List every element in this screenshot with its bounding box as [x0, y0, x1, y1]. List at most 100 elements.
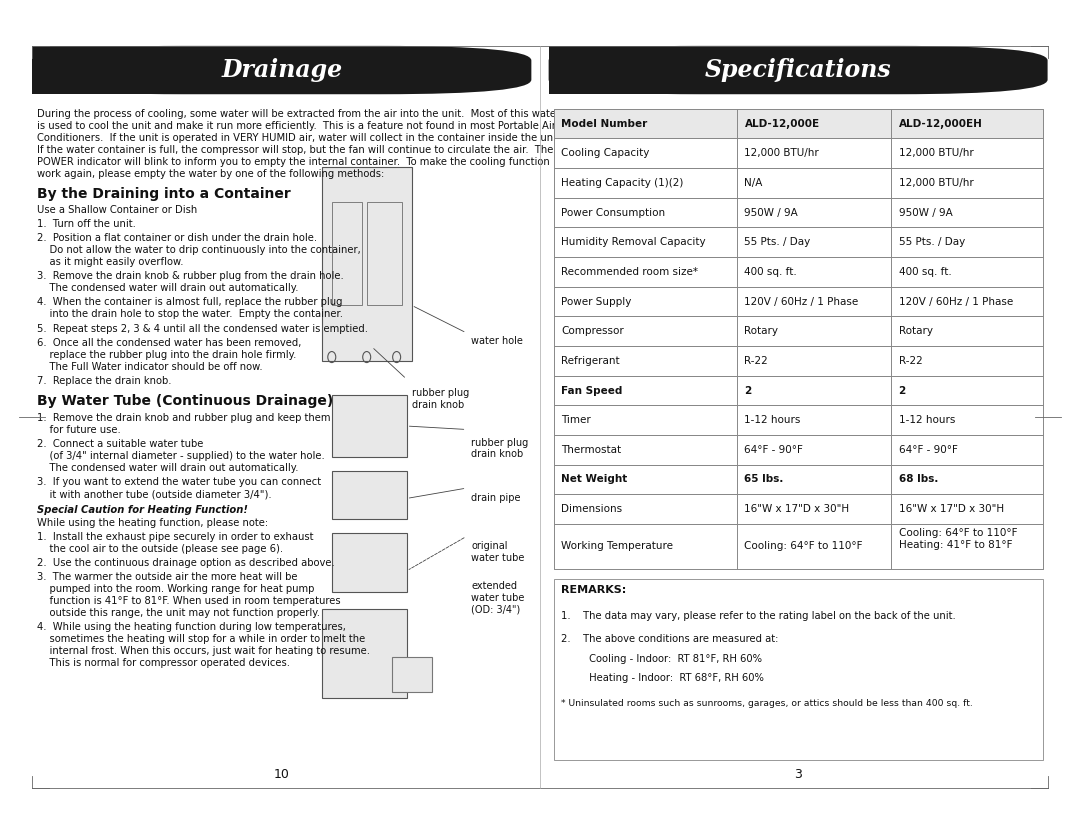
Bar — [891, 524, 1042, 569]
Text: 2.    The above conditions are measured at:: 2. The above conditions are measured at: — [562, 635, 779, 645]
Text: 12,000 BTU/hr: 12,000 BTU/hr — [899, 148, 973, 158]
Text: 1.    The data may vary, please refer to the rating label on the back of the uni: 1. The data may vary, please refer to th… — [562, 610, 956, 620]
Text: By Water Tube (Continuous Drainage): By Water Tube (Continuous Drainage) — [38, 394, 334, 408]
Text: N/A: N/A — [744, 178, 762, 188]
Text: While using the heating function, please note:: While using the heating function, please… — [38, 518, 269, 528]
Text: The condensed water will drain out automatically.: The condensed water will drain out autom… — [38, 463, 299, 473]
Bar — [737, 257, 891, 287]
Text: Compressor: Compressor — [562, 326, 624, 336]
Bar — [891, 138, 1042, 168]
Text: 68 lbs.: 68 lbs. — [899, 475, 937, 485]
Text: water hole: water hole — [472, 336, 524, 346]
Text: 120V / 60Hz / 1 Phase: 120V / 60Hz / 1 Phase — [744, 297, 859, 307]
Text: 5.  Repeat steps 2, 3 & 4 until all the condensed water is emptied.: 5. Repeat steps 2, 3 & 4 until all the c… — [38, 324, 368, 334]
Bar — [737, 405, 891, 435]
Bar — [554, 375, 1042, 405]
Text: 16"W x 17"D x 30"H: 16"W x 17"D x 30"H — [899, 504, 1003, 514]
Text: Cooling - Indoor:  RT 81°F, RH 60%: Cooling - Indoor: RT 81°F, RH 60% — [562, 654, 762, 664]
Bar — [554, 228, 737, 257]
Bar — [332, 202, 362, 305]
Text: If the water container is full, the compressor will stop, but the fan will conti: If the water container is full, the comp… — [38, 145, 554, 155]
Text: 2.  Connect a suitable water tube: 2. Connect a suitable water tube — [38, 440, 204, 450]
Bar — [554, 316, 1042, 346]
Text: * Uninsulated rooms such as sunrooms, garages, or attics should be less than 400: * Uninsulated rooms such as sunrooms, ga… — [562, 699, 973, 708]
Bar — [891, 168, 1042, 198]
Bar — [554, 228, 1042, 257]
Text: 1.  Install the exhaust pipe securely in order to exhaust: 1. Install the exhaust pipe securely in … — [38, 531, 314, 541]
Bar — [554, 495, 1042, 524]
Text: 6.  Once all the condensed water has been removed,: 6. Once all the condensed water has been… — [38, 338, 301, 348]
Text: Heating - Indoor:  RT 68°F, RH 60%: Heating - Indoor: RT 68°F, RH 60% — [562, 673, 764, 683]
Text: 950W / 9A: 950W / 9A — [744, 208, 798, 218]
Bar — [554, 524, 737, 569]
Bar — [554, 465, 1042, 495]
Text: pumped into the room. Working range for heat pump: pumped into the room. Working range for … — [38, 584, 314, 594]
Text: 3: 3 — [794, 768, 802, 781]
Bar — [891, 405, 1042, 435]
Text: Dimensions: Dimensions — [562, 504, 622, 514]
Bar — [891, 495, 1042, 524]
Text: it with another tube (outside diameter 3/4").: it with another tube (outside diameter 3… — [38, 490, 272, 500]
Text: 1.  Remove the drain knob and rubber plug and keep them: 1. Remove the drain knob and rubber plug… — [38, 413, 330, 423]
Text: 2: 2 — [744, 385, 752, 395]
Text: Rotary: Rotary — [899, 326, 932, 336]
Text: 16"W x 17"D x 30"H: 16"W x 17"D x 30"H — [744, 504, 850, 514]
Text: REMARKS:: REMARKS: — [562, 585, 626, 595]
Bar — [737, 168, 891, 198]
Bar — [554, 524, 1042, 569]
Bar — [367, 202, 402, 305]
Bar — [322, 168, 411, 360]
Bar — [554, 168, 737, 198]
Text: R-22: R-22 — [744, 356, 768, 366]
Bar — [554, 198, 1042, 228]
Text: rubber plug
drain knob: rubber plug drain knob — [472, 438, 529, 460]
Text: 12,000 BTU/hr: 12,000 BTU/hr — [899, 178, 973, 188]
Bar — [891, 465, 1042, 495]
Text: 950W / 9A: 950W / 9A — [899, 208, 953, 218]
Bar — [554, 138, 737, 168]
Bar — [737, 316, 891, 346]
Bar — [737, 495, 891, 524]
Bar — [554, 435, 1042, 465]
Text: 400 sq. ft.: 400 sq. ft. — [899, 267, 951, 277]
Bar — [554, 287, 737, 316]
Text: Specifications: Specifications — [705, 58, 891, 82]
Text: 4.  While using the heating function during low temperatures,: 4. While using the heating function duri… — [38, 622, 347, 632]
FancyBboxPatch shape — [32, 46, 531, 94]
Text: Working Temperature: Working Temperature — [562, 541, 673, 551]
Text: Timer: Timer — [562, 415, 591, 425]
Bar — [554, 316, 737, 346]
Text: 65 lbs.: 65 lbs. — [744, 475, 784, 485]
Text: is used to cool the unit and make it run more efficiently.  This is a feature no: is used to cool the unit and make it run… — [38, 121, 556, 131]
Text: Model Number: Model Number — [562, 118, 647, 128]
Text: 3.  If you want to extend the water tube you can connect: 3. If you want to extend the water tube … — [38, 477, 322, 487]
Text: 12,000 BTU/hr: 12,000 BTU/hr — [744, 148, 820, 158]
Text: 1-12 hours: 1-12 hours — [744, 415, 801, 425]
Bar — [32, 46, 282, 94]
Text: Thermostat: Thermostat — [562, 445, 621, 455]
Bar — [737, 435, 891, 465]
Text: Drainage: Drainage — [221, 58, 342, 82]
Bar — [554, 198, 737, 228]
Bar — [737, 524, 891, 569]
Text: work again, please empty the water by one of the following methods:: work again, please empty the water by on… — [38, 169, 384, 179]
Bar — [891, 435, 1042, 465]
Bar — [891, 108, 1042, 138]
Text: POWER indicator will blink to inform you to empty the internal container.  To ma: POWER indicator will blink to inform you… — [38, 157, 550, 167]
Text: 2: 2 — [899, 385, 906, 395]
Bar — [737, 138, 891, 168]
Text: 7.  Replace the drain knob.: 7. Replace the drain knob. — [38, 376, 172, 386]
Bar — [891, 375, 1042, 405]
Text: 400 sq. ft.: 400 sq. ft. — [744, 267, 797, 277]
Bar — [554, 435, 737, 465]
Text: outside this range, the unit may not function properly.: outside this range, the unit may not fun… — [38, 608, 321, 618]
Bar — [891, 228, 1042, 257]
Text: This is normal for compressor operated devices.: This is normal for compressor operated d… — [38, 659, 291, 669]
Text: The Full Water indicator should be off now.: The Full Water indicator should be off n… — [38, 362, 264, 372]
Bar — [891, 198, 1042, 228]
Text: Heating Capacity (1)(2): Heating Capacity (1)(2) — [562, 178, 684, 188]
Text: Cooling: 64°F to 110°F: Cooling: 64°F to 110°F — [744, 541, 863, 551]
Bar — [891, 316, 1042, 346]
Text: 3.  The warmer the outside air the more heat will be: 3. The warmer the outside air the more h… — [38, 572, 298, 582]
Text: drain pipe: drain pipe — [472, 493, 521, 503]
